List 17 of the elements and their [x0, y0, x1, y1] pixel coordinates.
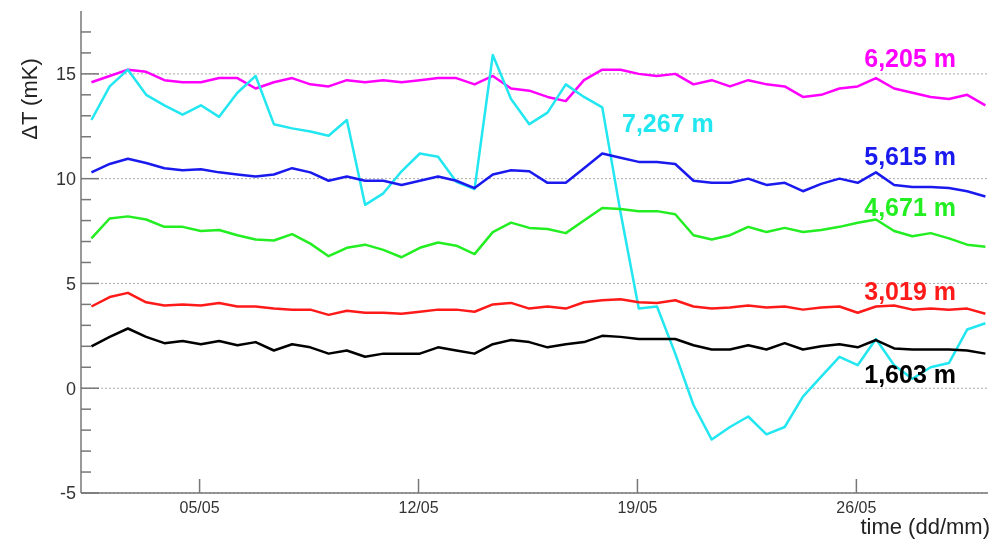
- line-series: [90, 327, 987, 359]
- x-tick-label: 26/05: [836, 499, 877, 516]
- series-label: 6,205 m: [864, 44, 956, 73]
- y-tick-label: 15: [55, 64, 76, 85]
- x-tick-label: 05/05: [179, 499, 220, 516]
- y-axis-title: ΔT (mK): [17, 58, 43, 140]
- y-tick-label: 5: [65, 273, 76, 294]
- x-tick-label: 12/05: [398, 499, 439, 516]
- series-label: 5,615 m: [864, 142, 956, 171]
- y-tick-label: -5: [59, 483, 76, 504]
- x-tick-label: 19/05: [617, 499, 658, 516]
- y-tick-label: 0: [65, 378, 76, 399]
- series-label: 3,019 m: [864, 277, 956, 306]
- series-label: 4,671 m: [864, 193, 956, 222]
- series-label: 7,267 m: [622, 109, 714, 138]
- x-axis-title: time (dd/mm): [860, 514, 990, 540]
- y-tick-label: 10: [55, 168, 76, 189]
